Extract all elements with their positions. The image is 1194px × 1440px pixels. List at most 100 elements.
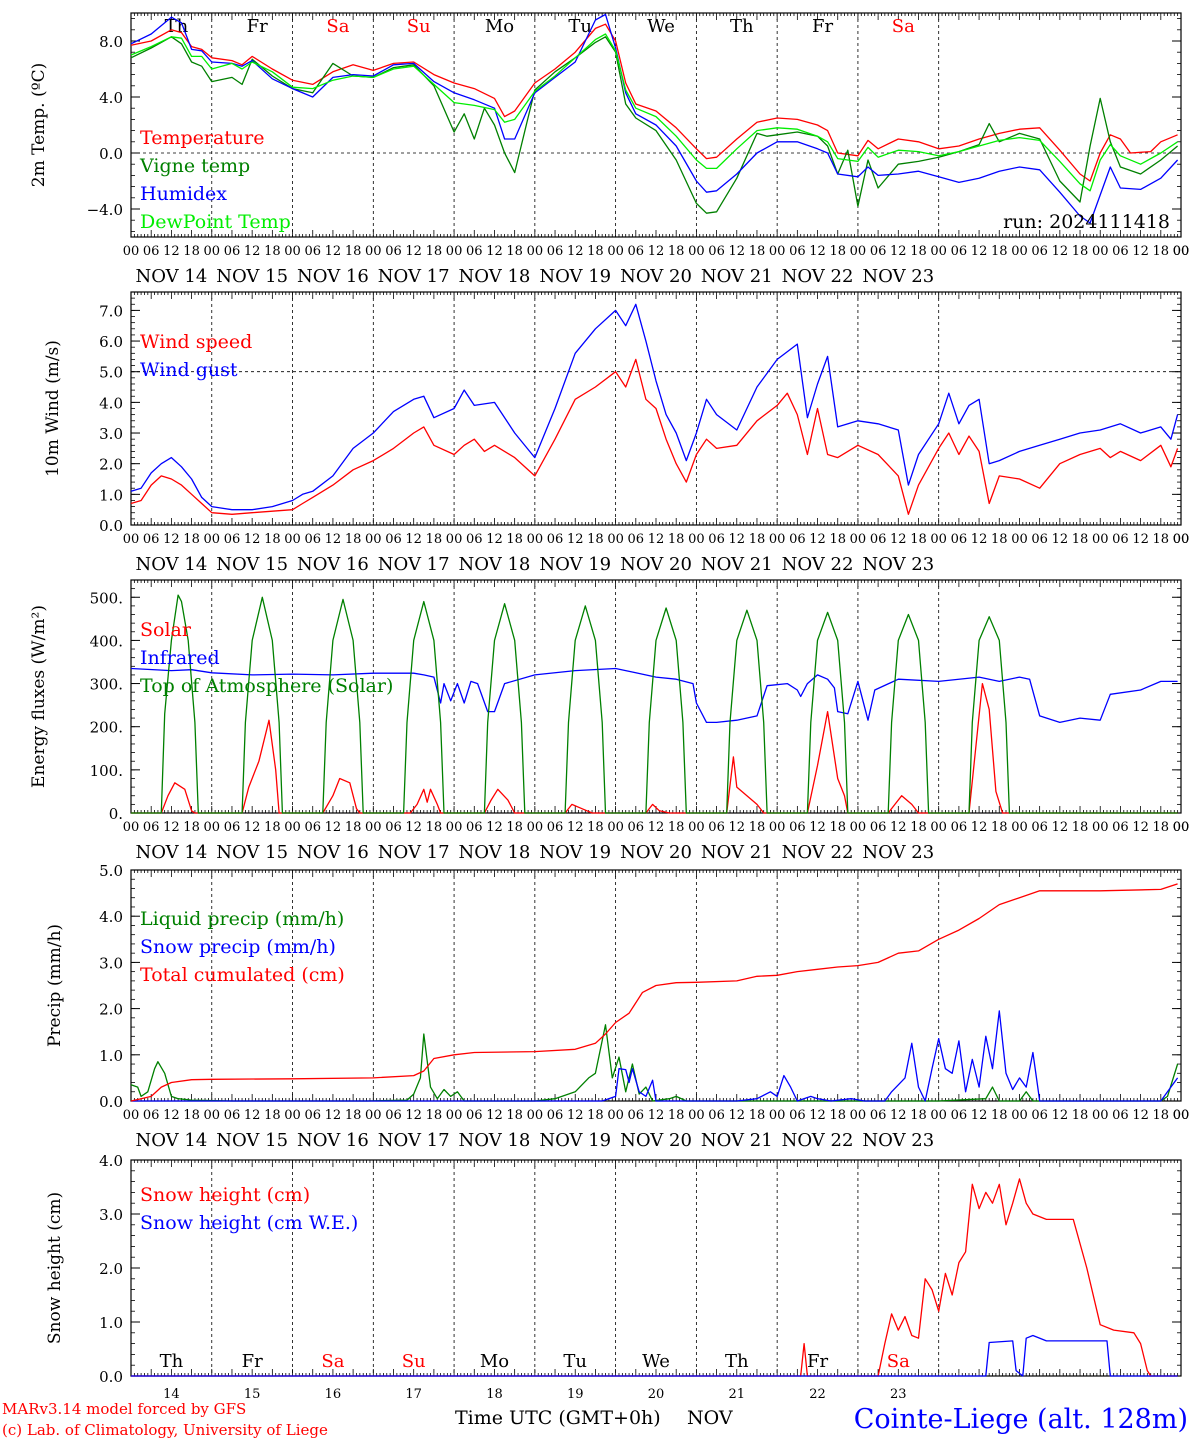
y-axis-label: Snow height (cm) [45,1192,65,1344]
x-hour-label: 00 [1011,532,1028,547]
x-hour-label: 18 [1072,1108,1089,1123]
x-hour-label: 12 [971,244,988,259]
x-hour-label: 18 [183,532,200,547]
x-date-label: NOV 17 [378,554,450,575]
x-hour-label: 18 [345,244,362,259]
x-hour-label: 18 [749,532,766,547]
x-hour-label: 18 [1153,532,1170,547]
x-hour-label: 12 [405,244,422,259]
x-hour-label: 06 [951,1108,968,1123]
x-date-label: NOV 17 [378,842,450,863]
x-date-label: NOV 16 [297,266,369,287]
x-hour-label: 06 [547,532,564,547]
x-hour-label: 12 [809,820,826,835]
x-hour-label: 12 [486,532,503,547]
y-tick-label: 8.0 [99,33,123,51]
x-hour-label: 12 [486,244,503,259]
y-axis-label: 2m Temp. (ºC) [29,63,49,188]
day-of-week-label: Fr [247,16,268,37]
x-hour-label: 18 [587,820,604,835]
y-tick-label: 3.0 [99,1206,123,1224]
x-hour-label: 12 [567,1108,584,1123]
x-hour-label: 00 [1173,244,1190,259]
y-tick-label: 0.0 [99,1093,123,1111]
x-hour-label: 18 [264,1108,281,1123]
y-tick-label: 200. [90,719,123,737]
x-hour-label: 00 [850,820,867,835]
y-tick-label: −4.0 [87,201,123,219]
x-hour-label: 18 [991,244,1008,259]
x-hour-label: 06 [1031,244,1048,259]
x-hour-label: 18 [668,820,685,835]
y-tick-label: 7.0 [99,302,123,320]
x-date-label: NOV 20 [620,842,692,863]
x-hour-label: 00 [607,244,624,259]
y-tick-label: 1.0 [99,486,123,504]
x-hour-label: 18 [829,1108,846,1123]
x-hour-label: 12 [809,1108,826,1123]
x-hour-label: 06 [385,1108,402,1123]
x-hour-label: 00 [850,244,867,259]
x-hour-label: 18 [506,244,523,259]
x-hour-label: 12 [1052,820,1069,835]
x-hour-label: 06 [304,532,321,547]
x-date-label: NOV 18 [459,842,531,863]
x-hour-label: 00 [1092,1108,1109,1123]
legend-entry: Wind gust [140,359,238,381]
x-hour-label: 06 [708,820,725,835]
x-hour-label: 00 [1092,532,1109,547]
x-hour-label: 12 [486,820,503,835]
y-tick-label: 300. [90,676,123,694]
day-number-label: 14 [163,1387,180,1402]
x-date-label: NOV 17 [378,1130,450,1151]
x-date-label: NOV 20 [620,554,692,575]
day-number-label: 18 [486,1387,503,1402]
x-hour-label: 06 [708,532,725,547]
x-hour-label: 12 [728,532,745,547]
x-hour-label: 00 [203,1108,220,1123]
x-date-label: NOV 23 [862,554,934,575]
x-hour-label: 12 [244,820,261,835]
day-number-label: 15 [244,1387,261,1402]
x-hour-label: 00 [607,820,624,835]
y-tick-label: 4.0 [99,908,123,926]
x-hour-label: 06 [1112,820,1129,835]
day-number-label: 19 [567,1387,584,1402]
x-hour-label: 18 [1072,532,1089,547]
y-tick-label: 400. [90,632,123,650]
x-hour-label: 06 [951,820,968,835]
series-line [131,1010,1179,1102]
x-hour-label: 06 [466,532,483,547]
x-hour-label: 00 [1173,244,1190,259]
x-hour-label: 18 [345,820,362,835]
y-tick-label: 0. [109,805,123,823]
day-of-week-label: Tu [568,16,592,37]
y-tick-label: 2.0 [99,456,123,474]
x-hour-label: 12 [648,1108,665,1123]
y-tick-label: 0.0 [99,517,123,535]
x-hour-label: 00 [688,532,705,547]
x-hour-label: 12 [163,244,180,259]
x-hour-label: 06 [385,820,402,835]
x-date-label: NOV 14 [135,842,207,863]
x-hour-label: 18 [749,1108,766,1123]
panel-3: 0. 100. 200. 300. 400. 500. Energy fluxes (W/m… [29,579,1189,863]
x-hour-label: 18 [426,244,443,259]
x-hour-label: 18 [183,244,200,259]
x-hour-label: 06 [224,244,241,259]
x-hour-label: 00 [930,820,947,835]
station-label: Cointe-Liege (alt. 128m) [854,1404,1188,1435]
x-hour-label: 18 [910,820,927,835]
x-hour-label: 12 [325,532,342,547]
day-of-week-label: Th [730,16,754,37]
x-hour-label: 12 [890,1108,907,1123]
x-date-label: NOV 18 [459,554,531,575]
x-hour-label: 06 [224,820,241,835]
x-hour-label: 06 [304,244,321,259]
series-line [130,358,1179,515]
x-hour-label: 18 [1153,820,1170,835]
x-hour-label: 18 [264,244,281,259]
x-date-label: NOV 16 [297,842,369,863]
legend-entry: Snow height (cm) [140,1184,310,1206]
